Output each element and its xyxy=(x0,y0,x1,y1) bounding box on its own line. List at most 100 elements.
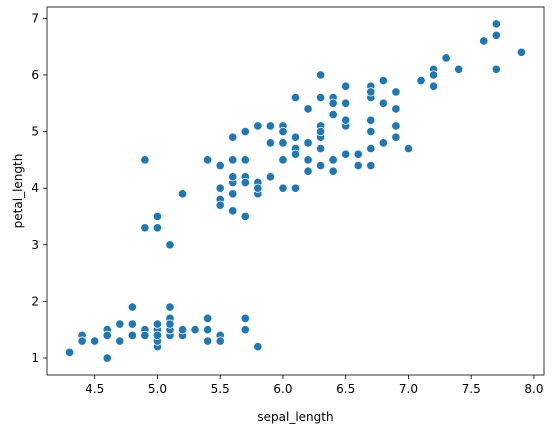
data-point-68 xyxy=(303,155,313,165)
data-point-135 xyxy=(491,64,501,74)
data-point-89 xyxy=(215,183,225,193)
x-tick-label: 4.5 xyxy=(85,382,104,396)
data-point-112 xyxy=(378,98,388,108)
data-point-144 xyxy=(366,87,376,97)
x-axis: 4.5 5.0 5.5 6.0 6.5 7.0 7.5 8.0 xyxy=(85,375,544,396)
x-tick-label: 8.0 xyxy=(524,382,543,396)
data-point-122 xyxy=(491,30,501,40)
plot-frame xyxy=(46,6,545,376)
y-tick-label: 4 xyxy=(31,181,39,195)
data-point-18 xyxy=(240,313,250,323)
y-tick-label: 6 xyxy=(31,68,39,82)
data-point-52 xyxy=(391,132,401,142)
data-point-66 xyxy=(228,155,238,165)
data-point-121 xyxy=(228,132,238,142)
data-point-61 xyxy=(265,172,275,182)
data-point-138 xyxy=(278,138,288,148)
data-point-59 xyxy=(177,189,188,199)
data-point-50 xyxy=(403,143,414,154)
data-point-37 xyxy=(140,330,150,340)
data-point-65 xyxy=(366,160,376,171)
data-point-107 xyxy=(441,53,451,63)
data-point-146 xyxy=(316,126,326,137)
data-point-115 xyxy=(328,109,338,120)
data-point-77 xyxy=(366,126,376,137)
data-point-69 xyxy=(228,189,238,199)
data-point-149 xyxy=(265,121,275,131)
data-point-102 xyxy=(416,76,426,86)
data-point-104 xyxy=(341,81,351,91)
x-axis-label: sepal_length xyxy=(257,410,333,424)
data-point-56 xyxy=(316,143,326,154)
data-points xyxy=(65,19,526,363)
data-point-99 xyxy=(240,177,250,188)
data-point-79 xyxy=(240,211,250,222)
data-point-71 xyxy=(290,183,301,193)
x-tick-label: 7.5 xyxy=(462,382,481,396)
data-point-22 xyxy=(102,353,112,363)
data-point-31 xyxy=(203,325,213,335)
data-point-116 xyxy=(341,98,351,108)
data-point-32 xyxy=(177,325,188,335)
data-point-57 xyxy=(140,223,150,233)
data-point-127 xyxy=(290,132,301,142)
data-point-97 xyxy=(303,166,313,176)
y-tick-label: 2 xyxy=(31,294,39,308)
y-tick-label: 1 xyxy=(31,351,39,365)
data-point-134 xyxy=(290,93,301,103)
data-point-14 xyxy=(253,342,263,352)
data-point-51 xyxy=(328,155,338,165)
data-point-76 xyxy=(378,138,388,148)
data-point-2 xyxy=(115,336,125,346)
data-point-74 xyxy=(328,166,338,176)
data-point-41 xyxy=(90,336,100,346)
data-point-24 xyxy=(127,302,137,312)
data-point-118 xyxy=(491,19,501,29)
data-point-131 xyxy=(516,47,526,57)
data-point-126 xyxy=(303,138,313,148)
data-point-145 xyxy=(366,115,376,125)
data-point-87 xyxy=(316,160,326,171)
data-point-91 xyxy=(290,149,301,159)
y-tick-label: 5 xyxy=(31,125,39,139)
data-point-45 xyxy=(127,330,137,340)
data-point-13 xyxy=(65,347,75,357)
data-point-20 xyxy=(203,313,213,323)
data-point-64 xyxy=(228,206,238,216)
data-point-143 xyxy=(378,76,388,86)
y-axis: 1 2 3 4 5 6 7 xyxy=(31,11,47,365)
data-point-16 xyxy=(203,336,213,346)
x-tick-label: 5.5 xyxy=(211,382,230,396)
data-point-90 xyxy=(215,160,225,171)
data-point-43 xyxy=(152,319,163,329)
data-point-86 xyxy=(366,143,376,154)
data-point-148 xyxy=(303,104,313,114)
data-point-147 xyxy=(341,115,351,125)
y-tick-label: 3 xyxy=(31,238,39,252)
data-point-125 xyxy=(428,70,439,80)
x-tick-label: 6.5 xyxy=(336,382,355,396)
data-point-29 xyxy=(115,319,125,329)
data-point-85 xyxy=(278,155,288,165)
data-point-129 xyxy=(428,81,439,91)
data-point-137 xyxy=(328,98,338,108)
data-point-36 xyxy=(215,336,225,346)
data-point-30 xyxy=(127,319,137,329)
data-point-47 xyxy=(102,330,112,340)
data-point-120 xyxy=(391,87,401,97)
data-point-58 xyxy=(353,149,363,159)
data-point-46 xyxy=(165,319,175,329)
data-point-44 xyxy=(165,302,175,312)
data-point-42 xyxy=(77,336,87,346)
data-point-105 xyxy=(479,36,489,46)
data-point-136 xyxy=(316,93,326,103)
data-point-70 xyxy=(265,138,275,148)
data-point-106 xyxy=(140,155,150,165)
data-point-92 xyxy=(253,183,263,193)
data-point-100 xyxy=(316,70,326,80)
data-point-130 xyxy=(454,64,464,74)
data-point-141 xyxy=(391,121,401,131)
y-tick-label: 7 xyxy=(31,11,39,25)
x-tick-label: 7.0 xyxy=(399,382,418,396)
